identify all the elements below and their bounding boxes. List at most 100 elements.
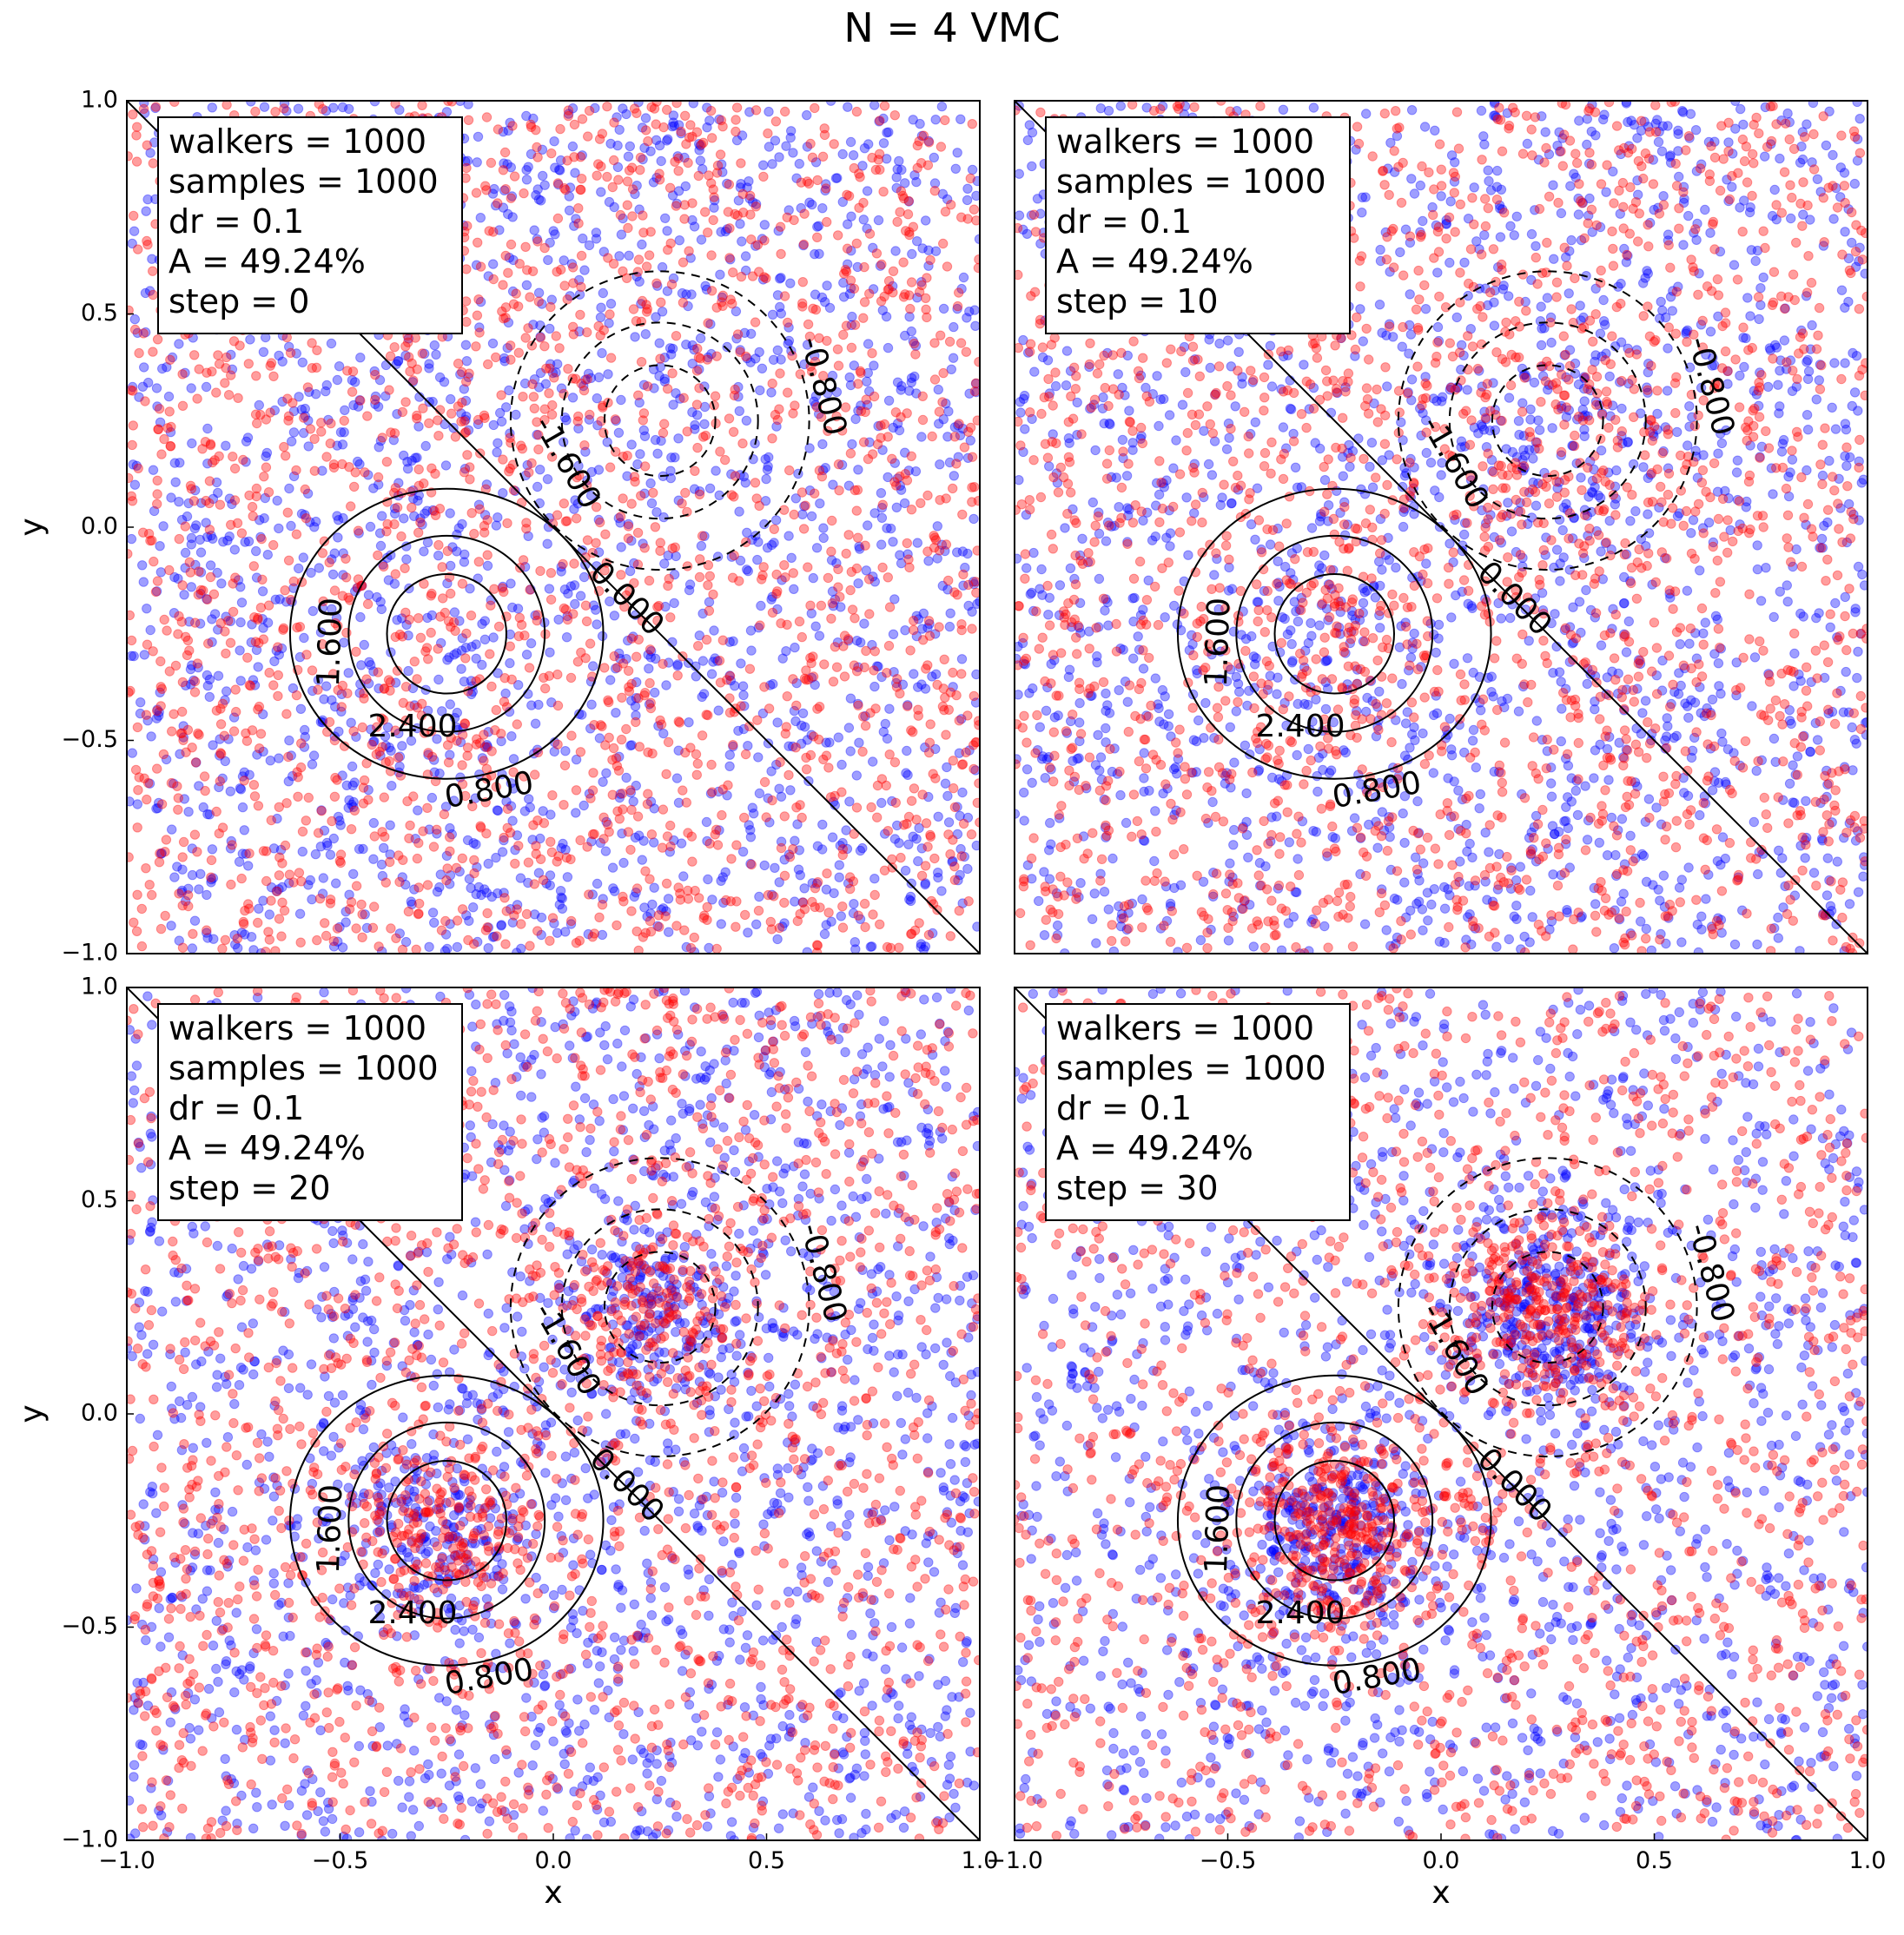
walker-point (563, 588, 573, 599)
walker-point (742, 353, 752, 364)
walker-point (463, 101, 473, 109)
walker-point (354, 688, 365, 698)
walker-point (626, 696, 637, 706)
walker-point (223, 734, 234, 744)
walker-point (631, 710, 641, 721)
walker-point (194, 566, 204, 577)
walker-point (815, 902, 825, 913)
walker-point (644, 664, 654, 674)
walker-point (282, 393, 293, 404)
walker-point (793, 864, 804, 875)
walker-point (817, 439, 828, 450)
walker-point (505, 641, 515, 651)
walker-point (228, 712, 240, 723)
walker-point (912, 140, 923, 151)
walker-point (844, 872, 856, 882)
walker-point (245, 334, 255, 345)
walker-point (156, 449, 167, 459)
walker-point (789, 584, 799, 594)
walker-point (928, 928, 938, 939)
walker-point (492, 805, 503, 816)
walker-point (1840, 591, 1851, 603)
walker-point (580, 374, 591, 385)
walker-point (738, 690, 749, 701)
walker-point (706, 286, 717, 296)
walker-point (273, 690, 283, 702)
walker-point (935, 330, 946, 340)
walker-point (127, 381, 138, 393)
walker-point (843, 219, 853, 229)
walker-point (571, 785, 582, 796)
walker-point (860, 921, 870, 933)
walker-point (470, 793, 480, 803)
walker-point (788, 674, 798, 684)
walker-point (689, 221, 700, 232)
walker-point (818, 532, 829, 544)
walker-point (207, 102, 218, 113)
walker-point (803, 674, 814, 685)
walker-point (202, 532, 213, 542)
walker-point (561, 852, 572, 863)
walker-point (783, 741, 794, 751)
walker-point (142, 194, 153, 205)
walker-point (524, 794, 534, 804)
walker-point (744, 664, 756, 674)
walker-point (790, 835, 800, 846)
walker-point (949, 783, 959, 794)
walker-point (614, 124, 625, 135)
walker-point (686, 289, 697, 300)
walker-point (820, 463, 830, 473)
walker-point (864, 288, 875, 299)
walker-point (699, 381, 710, 392)
walker-point (149, 505, 160, 517)
walker-point (638, 408, 650, 419)
walker-point (489, 931, 499, 942)
walker-point (286, 750, 296, 761)
walker-point (870, 703, 881, 714)
walker-point (152, 763, 162, 774)
walker-point (802, 340, 813, 350)
walker-point (802, 142, 813, 152)
walker-point (283, 415, 294, 426)
walker-point (250, 106, 261, 117)
walker-point (155, 567, 167, 578)
walker-point (462, 835, 473, 846)
walker-point (868, 449, 878, 459)
walker-point (767, 378, 777, 389)
walker-point (399, 513, 409, 524)
walker-point (807, 878, 817, 888)
walker-point (594, 134, 605, 144)
walker-point (1164, 410, 1175, 420)
walker-point (668, 110, 679, 121)
walker-point (439, 377, 450, 387)
walker-point (962, 812, 974, 823)
walker-point (323, 414, 334, 426)
walker-point (817, 203, 828, 214)
walker-point (797, 301, 808, 312)
walker-point (888, 266, 899, 276)
walker-point (198, 802, 208, 813)
walker-point (248, 561, 259, 571)
walker-point (499, 888, 509, 898)
walker-point (324, 558, 334, 568)
walker-point (183, 883, 194, 894)
walker-point (1821, 140, 1832, 151)
walker-point (202, 423, 213, 434)
walker-point (892, 820, 902, 831)
walker-point (822, 868, 832, 879)
walker-point (920, 861, 931, 871)
walker-point (174, 497, 184, 507)
walker-point (519, 378, 531, 389)
walker-point (633, 390, 644, 400)
walker-point (297, 846, 307, 857)
walker-point (963, 426, 974, 437)
walker-point (211, 806, 221, 817)
walker-point (1052, 920, 1063, 931)
walker-point (761, 473, 771, 485)
walker-point (725, 675, 736, 686)
walker-point (779, 870, 790, 881)
walker-point (861, 565, 871, 576)
walker-point (628, 304, 639, 314)
walker-point (765, 680, 776, 690)
walker-point (823, 572, 834, 584)
